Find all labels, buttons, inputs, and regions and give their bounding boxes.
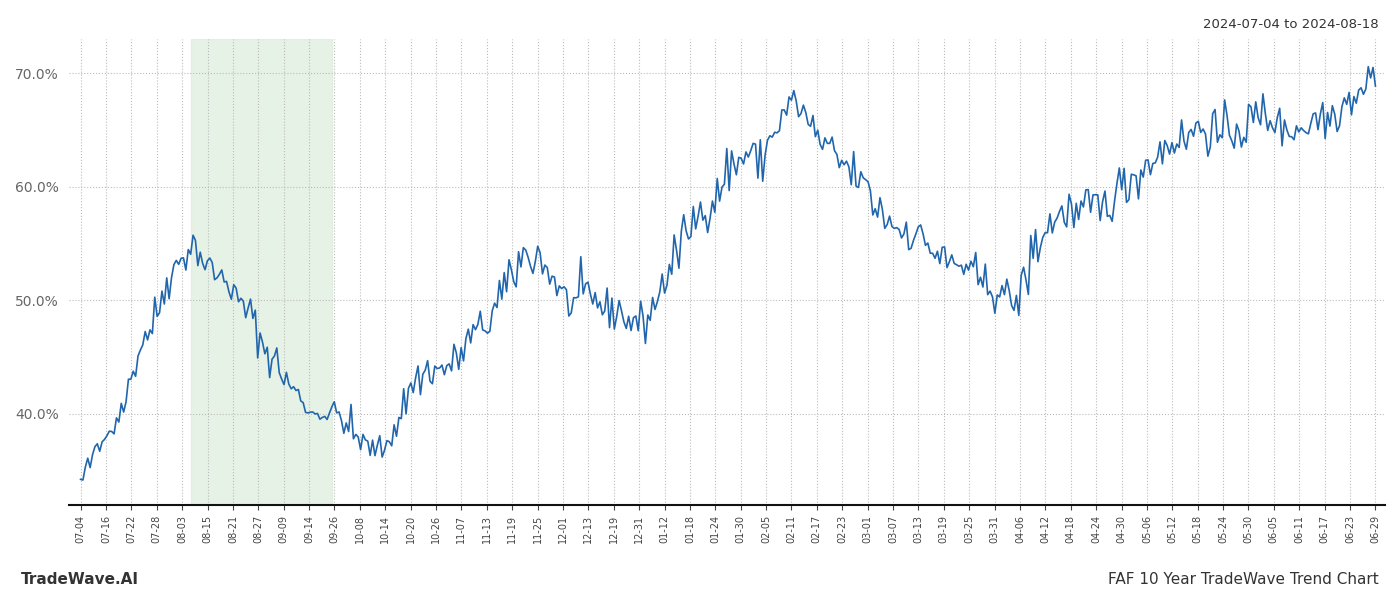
Text: 2024-07-04 to 2024-08-18: 2024-07-04 to 2024-08-18 — [1204, 18, 1379, 31]
Text: FAF 10 Year TradeWave Trend Chart: FAF 10 Year TradeWave Trend Chart — [1109, 572, 1379, 587]
Text: TradeWave.AI: TradeWave.AI — [21, 572, 139, 587]
Bar — [190, 39, 332, 505]
